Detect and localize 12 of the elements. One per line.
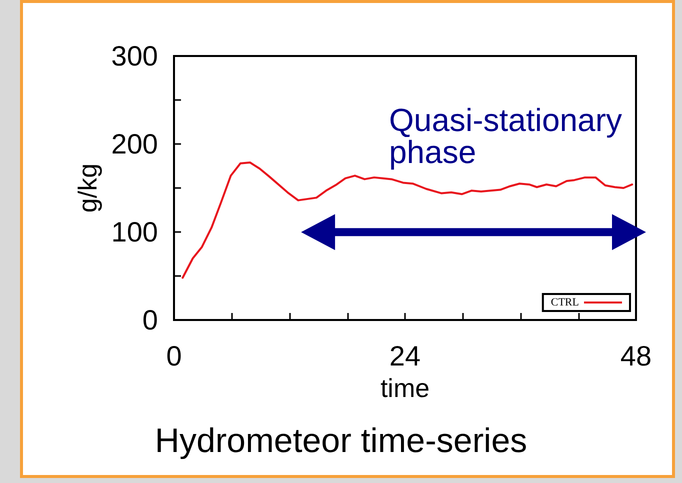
x-tick-label: 24 (389, 340, 421, 372)
y-tick-label: 100 (111, 216, 158, 248)
y-tick-label: 300 (111, 40, 158, 72)
x-tick-label: 48 (620, 340, 652, 372)
y-tick-label: 0 (142, 304, 158, 336)
annotation: Quasi-stationary phase (389, 102, 622, 170)
y-tick-label: 200 (111, 128, 158, 160)
x-tick-label: 0 (166, 340, 182, 372)
text: Hydrometeor time-series (154, 422, 528, 460)
x-axis-title: time (380, 372, 430, 403)
y-axis-title: g/kg (72, 163, 102, 213)
legend-label: CTRL (550, 296, 580, 308)
